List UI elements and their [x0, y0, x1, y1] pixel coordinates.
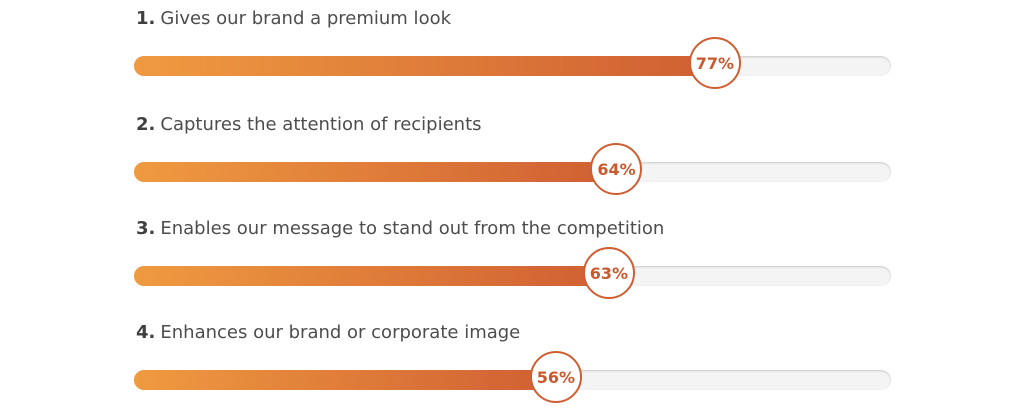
category-label: 1. Gives our brand a premium look	[136, 8, 451, 29]
category-text: Gives our brand a premium look	[160, 8, 452, 29]
bar-fill	[134, 162, 619, 182]
chart-row: 2. Captures the attention of recipients 6…	[0, 108, 1024, 208]
chart-row: 4. Enhances our brand or corporate image …	[0, 316, 1024, 416]
bar-track: 64%	[134, 143, 891, 195]
chart-row: 1. Gives our brand a premium look 77%	[0, 2, 1024, 102]
category-label: 4. Enhances our brand or corporate image	[136, 322, 520, 343]
category-number: 1.	[136, 8, 156, 29]
chart-row: 3. Enables our message to stand out from …	[0, 212, 1024, 312]
category-text: Captures the attention of recipients	[160, 114, 482, 135]
category-number: 3.	[136, 218, 156, 239]
value-badge: 63%	[582, 247, 635, 299]
bar-track: 77%	[134, 37, 891, 89]
category-text: Enables our message to stand out from th…	[160, 218, 665, 239]
bar-fill	[134, 370, 558, 390]
bar-track: 56%	[134, 351, 891, 403]
bar-fill	[134, 56, 717, 76]
value-badge: 64%	[590, 143, 643, 195]
bar-track: 63%	[134, 247, 891, 299]
category-label: 2. Captures the attention of recipients	[136, 114, 482, 135]
category-number: 2.	[136, 114, 156, 135]
category-label: 3. Enables our message to stand out from …	[136, 218, 664, 239]
category-text: Enhances our brand or corporate image	[160, 322, 521, 343]
category-number: 4.	[136, 322, 156, 343]
value-badge: 77%	[688, 37, 741, 89]
value-badge: 56%	[529, 351, 582, 403]
bar-fill	[134, 266, 611, 286]
